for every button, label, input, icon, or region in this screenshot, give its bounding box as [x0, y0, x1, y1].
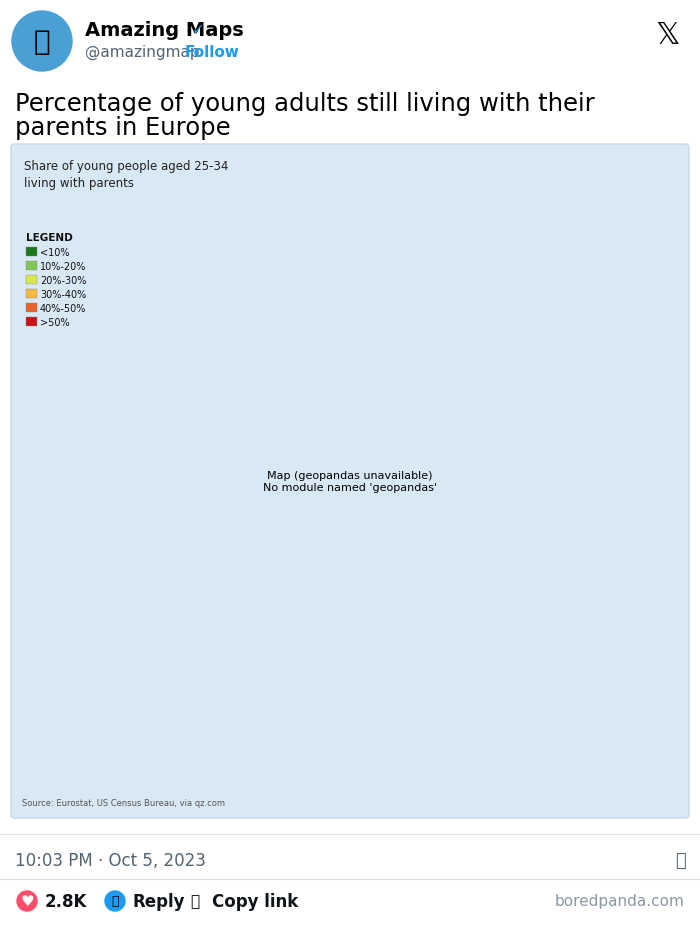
Text: boredpanda.com: boredpanda.com: [555, 894, 685, 909]
Text: 𝕏: 𝕏: [656, 20, 680, 49]
Text: @amazingmap ·: @amazingmap ·: [85, 45, 214, 59]
Bar: [26, 248, 37, 257]
Text: Map (geopandas unavailable)
No module named 'geopandas': Map (geopandas unavailable) No module na…: [263, 470, 437, 492]
Text: 💬: 💬: [111, 895, 119, 908]
Text: Reply: Reply: [132, 892, 185, 910]
Text: 🔗: 🔗: [190, 894, 199, 909]
Text: ♥: ♥: [20, 894, 34, 909]
Text: Follow: Follow: [185, 45, 240, 59]
Text: 20%-30%: 20%-30%: [40, 276, 86, 286]
Bar: [26, 303, 37, 313]
Text: 2.8K: 2.8K: [45, 892, 88, 910]
Text: Amazing Maps: Amazing Maps: [85, 20, 244, 40]
Text: Share of young people aged 25-34
living with parents: Share of young people aged 25-34 living …: [24, 160, 228, 190]
Bar: [26, 262, 37, 271]
Text: >50%: >50%: [40, 317, 69, 328]
Text: 30%-40%: 30%-40%: [40, 290, 86, 300]
Text: ✓: ✓: [192, 22, 204, 37]
Bar: [26, 317, 37, 327]
Text: Source: Eurostat, US Census Bureau, via qz.com: Source: Eurostat, US Census Bureau, via …: [22, 798, 225, 807]
Text: 10%-20%: 10%-20%: [40, 262, 86, 272]
Text: Percentage of young adults still living with their: Percentage of young adults still living …: [15, 92, 595, 116]
Circle shape: [17, 891, 37, 911]
Text: Copy link: Copy link: [212, 892, 298, 910]
Text: ⓘ: ⓘ: [675, 851, 685, 869]
Circle shape: [12, 12, 72, 72]
Circle shape: [105, 891, 125, 911]
Text: 40%-50%: 40%-50%: [40, 303, 86, 314]
Text: LEGEND: LEGEND: [26, 233, 73, 243]
Bar: [26, 276, 37, 285]
Text: 10:03 PM · Oct 5, 2023: 10:03 PM · Oct 5, 2023: [15, 851, 206, 869]
Bar: [26, 290, 37, 299]
Text: <10%: <10%: [40, 248, 69, 258]
Text: 🌍: 🌍: [34, 28, 50, 56]
FancyBboxPatch shape: [11, 145, 689, 818]
Text: parents in Europe: parents in Europe: [15, 116, 230, 140]
